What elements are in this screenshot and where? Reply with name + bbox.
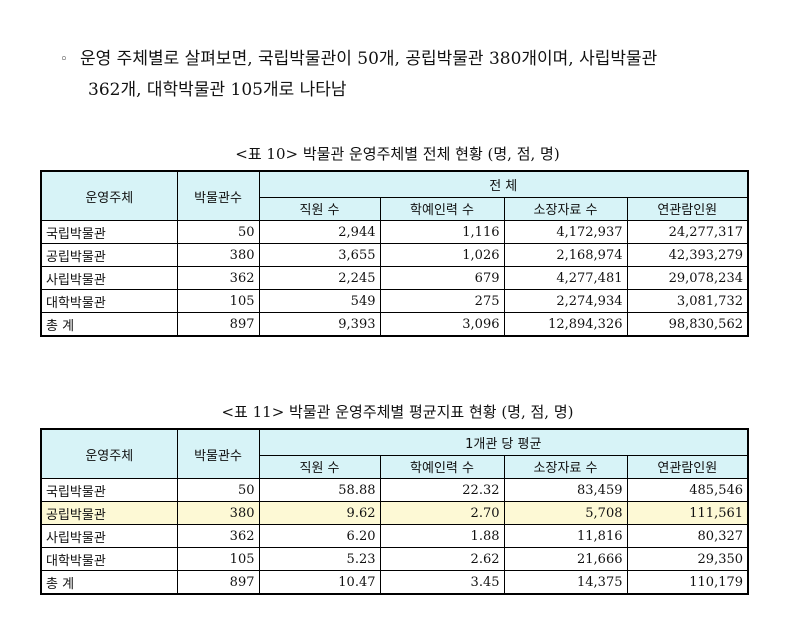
cell-visitors: 98,830,562: [626, 312, 749, 337]
cell-curators: 679: [379, 266, 505, 290]
cell-curators: 275: [379, 289, 505, 313]
cell-visitors: 24,277,317: [626, 220, 749, 244]
table-row: 국립박물관 50 58.88 22.32 83,459 485,546: [40, 478, 749, 502]
cell-visitors: 29,078,234: [626, 266, 749, 290]
cell-count: 50: [176, 220, 260, 244]
cell-collection: 2,274,934: [503, 289, 628, 313]
table-11-body: 국립박물관 50 58.88 22.32 83,459 485,546 공립박물관 380 9.…: [40, 478, 749, 595]
cell-owner: 사립박물관: [40, 524, 178, 548]
cell-count: 105: [176, 547, 260, 571]
cell-collection: 4,277,481: [503, 266, 628, 290]
table-row: 사립박물관 362 6.20 1.88 11,816 80,327: [40, 524, 749, 548]
header-visitors: 연관람인원: [626, 196, 749, 222]
cell-curators: 1.88: [379, 524, 505, 548]
cell-count: 105: [176, 289, 260, 313]
cell-collection: 5,708: [503, 501, 628, 525]
cell-visitors: 485,546: [626, 478, 749, 502]
cell-visitors: 42,393,279: [626, 243, 749, 267]
cell-count: 380: [176, 501, 260, 525]
header-count: 박물관수: [176, 428, 260, 479]
cell-staff: 9,393: [258, 312, 381, 337]
header-curators: 학예인력 수: [379, 454, 505, 480]
intro-line-1: 운영 주체별로 살펴보면, 국립박물관이 50개, 공립박물관 380개이며, …: [80, 49, 658, 69]
cell-staff: 9.62: [258, 501, 381, 525]
cell-owner: 공립박물관: [40, 243, 178, 267]
table-row: 총 계 897 9,393 3,096 12,894,326 98,830,562: [40, 312, 749, 337]
cell-collection: 14,375: [503, 570, 628, 595]
header-staff: 직원 수: [258, 454, 381, 480]
header-group: 1개관 당 평균: [258, 428, 749, 456]
cell-curators: 1,026: [379, 243, 505, 267]
table-row: 총 계 897 10.47 3.45 14,375 110,179: [40, 570, 749, 595]
cell-collection: 2,168,974: [503, 243, 628, 267]
cell-curators: 22.32: [379, 478, 505, 502]
table-11: 운영주체 박물관수 1개관 당 평균 직원 수 학예인력 수 소장자료 수 연관…: [40, 428, 750, 595]
cell-owner: 국립박물관: [40, 478, 178, 502]
table-10: 운영주체 박물관수 전 체 직원 수 학예인력 수 소장자료 수 연관람인원 국…: [40, 170, 749, 337]
cell-collection: 4,172,937: [503, 220, 628, 244]
table-row: 공립박물관 380 9.62 2.70 5,708 111,561: [40, 501, 749, 525]
cell-staff: 10.47: [258, 570, 381, 595]
cell-visitors: 29,350: [626, 547, 749, 571]
table-11-caption: <표 11> 박물관 운영주체별 평균지표 현황 (명, 점, 명): [221, 403, 574, 421]
table-row: 국립박물관 50 2,944 1,116 4,172,937 24,277,317: [40, 220, 749, 244]
cell-curators: 2.62: [379, 547, 505, 571]
header-visitors: 연관람인원: [626, 454, 749, 480]
cell-owner: 국립박물관: [40, 220, 178, 244]
cell-count: 362: [176, 266, 260, 290]
header-collection: 소장자료 수: [503, 196, 628, 222]
cell-staff: 6.20: [258, 524, 381, 548]
cell-staff: 5.23: [258, 547, 381, 571]
cell-owner: 총 계: [40, 312, 178, 337]
cell-collection: 21,666: [503, 547, 628, 571]
cell-owner: 대학박물관: [40, 547, 178, 571]
table-row: 공립박물관 380 3,655 1,026 2,168,974 42,393,279: [40, 243, 749, 267]
cell-curators: 1,116: [379, 220, 505, 244]
cell-owner: 사립박물관: [40, 266, 178, 290]
table-10-caption: <표 10> 박물관 운영주체별 전체 현황 (명, 점, 명): [235, 145, 560, 163]
cell-collection: 83,459: [503, 478, 628, 502]
cell-visitors: 111,561: [626, 501, 749, 525]
bullet-icon: ◦: [60, 52, 68, 67]
cell-owner: 공립박물관: [40, 501, 178, 525]
table-10-body: 국립박물관 50 2,944 1,116 4,172,937 24,277,317 공립박물…: [40, 220, 749, 337]
cell-staff: 549: [258, 289, 381, 313]
cell-staff: 2,245: [258, 266, 381, 290]
cell-count: 380: [176, 243, 260, 267]
table-row: 대학박물관 105 549 275 2,274,934 3,081,732: [40, 289, 749, 313]
cell-visitors: 3,081,732: [626, 289, 749, 313]
header-curators: 학예인력 수: [379, 196, 505, 222]
header-collection: 소장자료 수: [503, 454, 628, 480]
cell-curators: 2.70: [379, 501, 505, 525]
cell-curators: 3,096: [379, 312, 505, 337]
cell-curators: 3.45: [379, 570, 505, 595]
cell-staff: 58.88: [258, 478, 381, 502]
cell-count: 897: [176, 312, 260, 337]
table-row: 대학박물관 105 5.23 2.62 21,666 29,350: [40, 547, 749, 571]
header-owner: 운영주체: [40, 428, 178, 479]
cell-owner: 총 계: [40, 570, 178, 595]
cell-staff: 3,655: [258, 243, 381, 267]
cell-visitors: 80,327: [626, 524, 749, 548]
cell-staff: 2,944: [258, 220, 381, 244]
cell-owner: 대학박물관: [40, 289, 178, 313]
header-count: 박물관수: [176, 170, 260, 221]
header-group: 전 체: [258, 170, 749, 198]
cell-count: 362: [176, 524, 260, 548]
cell-count: 50: [176, 478, 260, 502]
cell-visitors: 110,179: [626, 570, 749, 595]
cell-collection: 11,816: [503, 524, 628, 548]
cell-count: 897: [176, 570, 260, 595]
cell-collection: 12,894,326: [503, 312, 628, 337]
header-owner: 운영주체: [40, 170, 178, 221]
intro-line-2: 362개, 대학박물관 105개로 나타남: [88, 80, 347, 100]
header-staff: 직원 수: [258, 196, 381, 222]
table-row: 사립박물관 362 2,245 679 4,277,481 29,078,234: [40, 266, 749, 290]
